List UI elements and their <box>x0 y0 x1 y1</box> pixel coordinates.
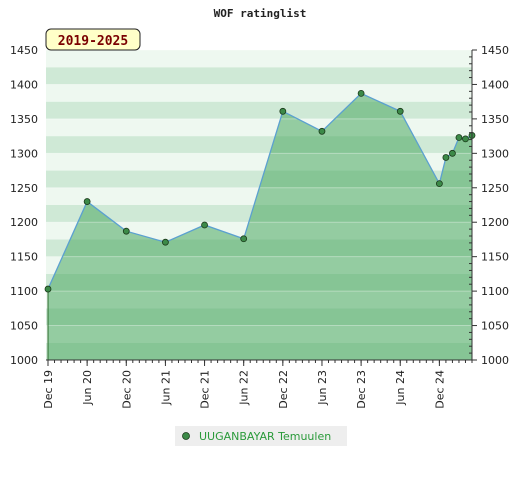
background-band <box>46 101 472 119</box>
axes <box>46 49 477 363</box>
y-tick-label-left: 1150 <box>10 251 38 264</box>
y-tick-label-right: 1100 <box>481 285 509 298</box>
y-tick-label-right: 1050 <box>481 320 509 333</box>
x-tick-label: Jun 24 <box>394 370 407 406</box>
x-tick-label: Jun 20 <box>81 370 94 406</box>
background-band <box>46 50 472 68</box>
data-point <box>44 285 52 293</box>
data-point <box>357 90 365 97</box>
legend-box <box>175 426 347 446</box>
data-point <box>83 198 91 205</box>
data-point <box>462 135 469 143</box>
x-tick-label: Dec 21 <box>199 370 212 409</box>
legend-marker <box>182 432 190 440</box>
series-area <box>48 93 472 361</box>
x-tick-label: Dec 24 <box>433 370 446 409</box>
area-layer <box>48 93 472 361</box>
data-point <box>162 238 169 246</box>
y-tick-label-right: 1300 <box>481 147 509 160</box>
background-band <box>46 67 472 85</box>
x-tick-label: Jun 23 <box>316 370 329 406</box>
x-tick-label: Dec 22 <box>277 370 290 409</box>
data-point <box>122 227 130 235</box>
y-tick-label-right: 1150 <box>481 251 509 264</box>
x-tick-label: Jun 22 <box>238 370 251 406</box>
data-markers <box>44 90 476 293</box>
x-tick-label: Dec 19 <box>42 370 55 409</box>
data-point <box>442 154 450 161</box>
data-point <box>455 134 463 141</box>
y-tick-label-left: 1200 <box>10 216 38 229</box>
y-axis-left-labels: 1000 1050 1100 1150 1200 1250 1300 1350 1400 1450 <box>10 44 38 367</box>
y-tick-label-left: 1100 <box>10 285 38 298</box>
x-tick-label: Jun 21 <box>159 370 172 406</box>
period-badge-label: 2019-2025 <box>58 34 128 49</box>
data-point <box>318 127 326 135</box>
series-line <box>47 92 473 290</box>
y-tick-label-left: 1250 <box>10 182 38 195</box>
y-tick-label-right: 1000 <box>481 354 509 367</box>
y-tick-label-left: 1350 <box>10 113 38 126</box>
y-tick-label-left: 1000 <box>10 354 38 367</box>
y-tick-label-left: 1050 <box>10 320 38 333</box>
y-tick-label-right: 1350 <box>481 113 509 126</box>
data-point <box>449 149 456 157</box>
x-axis-labels: Dec 19 Jun 20 Dec 20 Jun 21 Dec 21 Jun 22 Dec … <box>42 360 446 409</box>
y-tick-label-left: 1400 <box>10 78 38 91</box>
x-tick-label: Dec 23 <box>355 370 368 409</box>
background-band <box>46 84 472 102</box>
data-point <box>435 180 443 188</box>
data-point <box>240 235 248 243</box>
y-tick-label-left: 1450 <box>10 44 38 57</box>
legend: UUGANBAYAR Temuulen <box>175 426 347 446</box>
y-tick-label-right: 1200 <box>481 216 509 229</box>
line-layer <box>47 92 473 360</box>
legend-series-label: UUGANBAYAR Temuulen <box>199 430 331 443</box>
data-point <box>396 107 404 115</box>
x-tick-label: Dec 20 <box>120 370 133 409</box>
period-badge: 2019-2025 <box>45 28 141 51</box>
data-point <box>201 221 208 229</box>
y-tick-label-right: 1450 <box>481 44 509 57</box>
y-tick-label-right: 1400 <box>481 78 509 91</box>
y-tick-label-right: 1250 <box>481 182 509 195</box>
chart-title: WOF ratinglist <box>214 7 307 20</box>
data-point <box>279 107 287 115</box>
y-tick-label-left: 1300 <box>10 147 38 160</box>
period-badge-box <box>45 28 141 51</box>
y-axis-right-labels: 1000 1050 1100 1150 1200 1250 1300 1350 1400 1450 <box>481 44 509 367</box>
